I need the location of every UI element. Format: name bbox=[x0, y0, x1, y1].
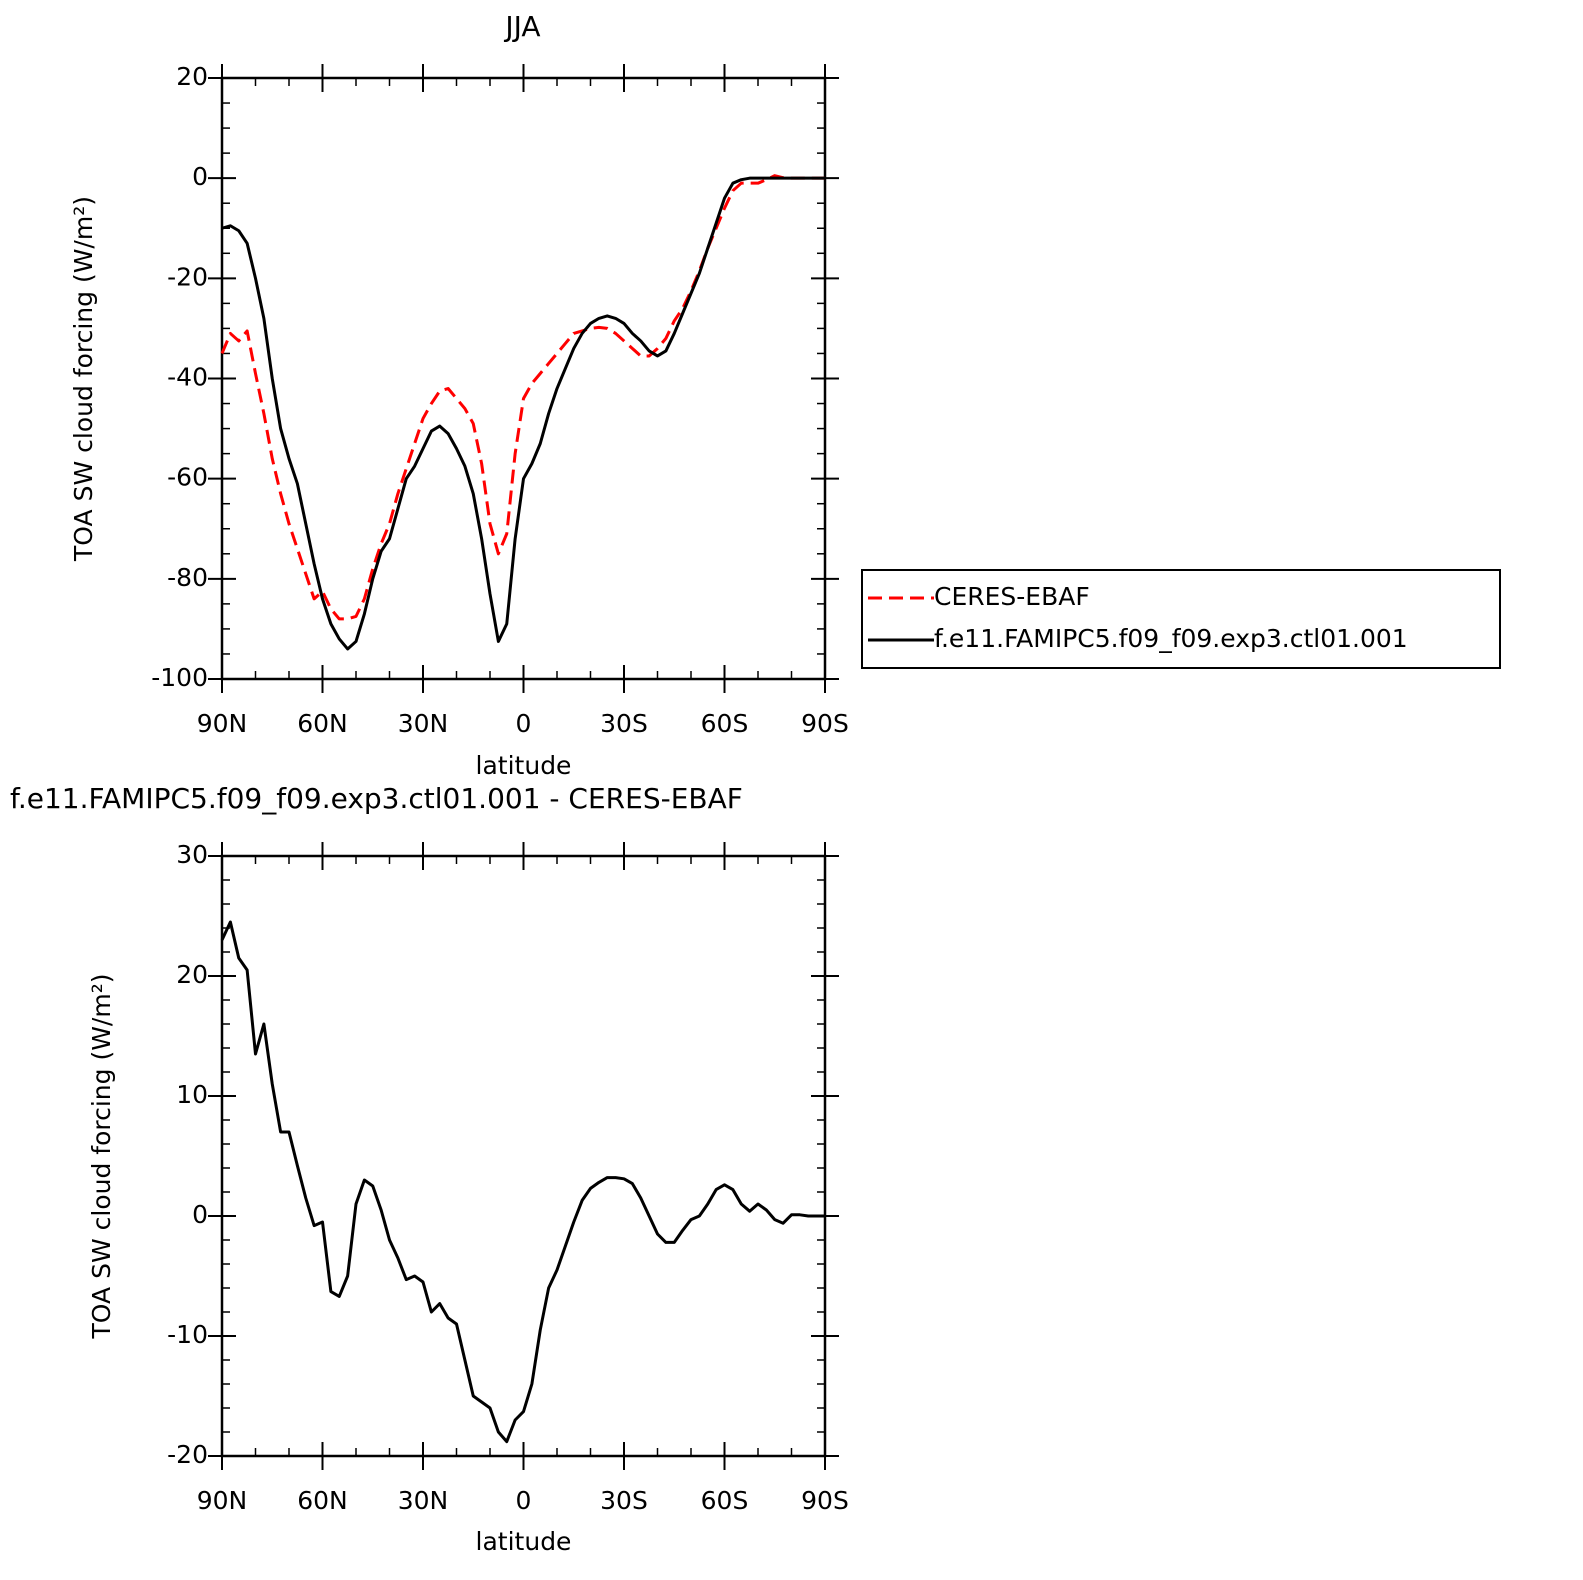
x-tick-label: 30S bbox=[600, 709, 648, 738]
x-tick-label: 90S bbox=[801, 1486, 849, 1515]
y-tick-label: -20 bbox=[167, 262, 208, 291]
data-line bbox=[221, 176, 825, 651]
legend-box bbox=[861, 569, 1501, 669]
x-tick-label: 60N bbox=[297, 709, 348, 738]
y-tick-label: 0 bbox=[192, 1200, 208, 1229]
chart-title: JJA bbox=[503, 10, 540, 43]
x-tick-label: 0 bbox=[516, 1486, 532, 1515]
legend-label: f.e11.FAMIPC5.f09_f09.exp3.ctl01.001 bbox=[934, 624, 1408, 653]
y-tick-label: 10 bbox=[176, 1080, 208, 1109]
x-tick-label: 0 bbox=[516, 709, 532, 738]
y-tick-label: -40 bbox=[167, 363, 208, 392]
x-tick-label: 30N bbox=[398, 709, 449, 738]
y-tick-label: 30 bbox=[176, 840, 208, 869]
y-axis-label: TOA SW cloud forcing (W/m²) bbox=[87, 974, 116, 1340]
y-tick-label: -10 bbox=[167, 1320, 208, 1349]
x-tick-label: 60S bbox=[701, 1486, 749, 1515]
y-axis-label: TOA SW cloud forcing (W/m²) bbox=[69, 196, 98, 562]
x-tick-label: 90S bbox=[801, 709, 849, 738]
x-tick-label: 30S bbox=[600, 1486, 648, 1515]
legend-label: CERES-EBAF bbox=[934, 582, 1090, 611]
x-axis-label: latitude bbox=[476, 1527, 572, 1556]
plot-frame bbox=[220, 76, 827, 681]
y-tick-label: 20 bbox=[176, 960, 208, 989]
chart-title: f.e11.FAMIPC5.f09_f09.exp3.ctl01.001 - C… bbox=[10, 782, 743, 815]
plot-frame bbox=[220, 854, 827, 1458]
x-tick-label: 60N bbox=[297, 1486, 348, 1515]
y-tick-label: 20 bbox=[176, 62, 208, 91]
y-tick-label: 0 bbox=[192, 162, 208, 191]
x-tick-label: 30N bbox=[398, 1486, 449, 1515]
y-tick-label: -20 bbox=[167, 1440, 208, 1469]
y-tick-label: -100 bbox=[151, 663, 208, 692]
x-tick-label: 60S bbox=[701, 709, 749, 738]
data-line bbox=[220, 920, 825, 1444]
y-tick-label: -80 bbox=[167, 563, 208, 592]
y-tick-label: -60 bbox=[167, 463, 208, 492]
data-line bbox=[220, 174, 825, 621]
x-axis-label: latitude bbox=[476, 751, 572, 780]
x-tick-label: 90N bbox=[197, 709, 248, 738]
x-tick-label: 90N bbox=[197, 1486, 248, 1515]
